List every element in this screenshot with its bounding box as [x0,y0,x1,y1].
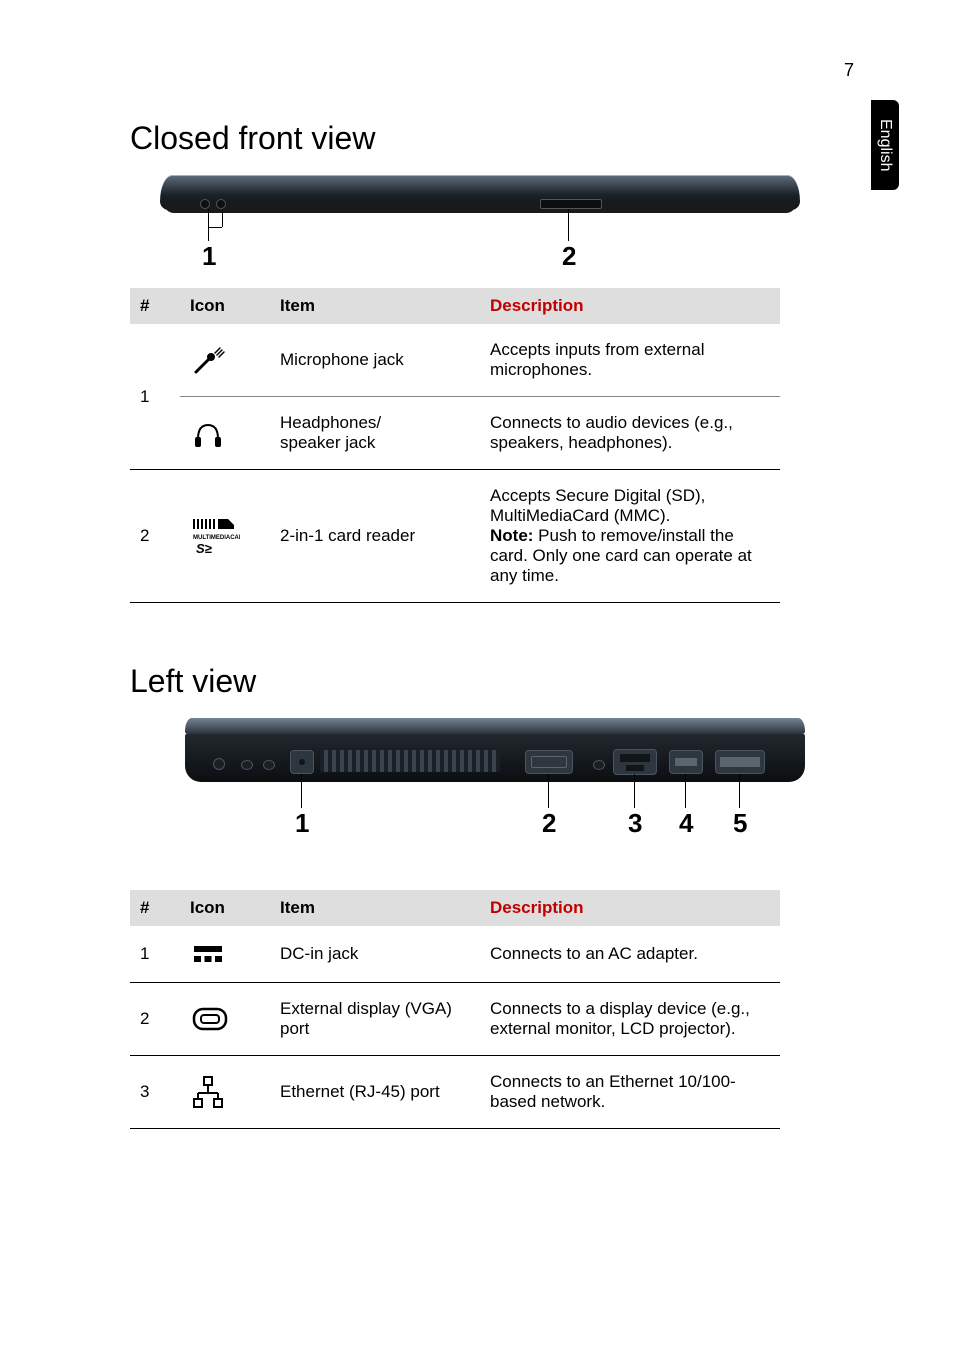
col-num: # [130,890,180,926]
col-num: # [130,288,180,324]
table-row: Headphones/ speaker jack Connects to aud… [130,397,780,470]
row-item: Headphones/ speaker jack [270,397,480,470]
language-tab: English [871,100,899,190]
row-item: External display (VGA) port [270,983,480,1056]
left-callout-2: 2 [542,808,556,839]
table-row: 1 Microphone jack Accepts inputs from ex… [130,324,780,397]
table-row: 1 DC-in jack Connects to an AC adapter. [130,926,780,983]
left-callout-1: 1 [295,808,309,839]
row-num: 3 [130,1056,180,1129]
desc-text: Accepts Secure Digital (SD), MultiMediaC… [490,486,705,525]
front-view-table: # Icon Item Description 1 Microphone jac… [130,288,780,603]
card-reader-icon: MULTIMEDIACARD S≥ [180,470,270,603]
front-callout-2: 2 [562,241,576,272]
row-desc: Accepts inputs from external microphones… [480,324,780,397]
row-num: 1 [130,926,180,983]
table-row: 3 Ethernet (RJ-45) port Connects to an E… [130,1056,780,1129]
row-num: 2 [130,983,180,1056]
row-desc: Accepts Secure Digital (SD), MultiMediaC… [480,470,780,603]
row-desc: Connects to an Ethernet 10/100-based net… [480,1056,780,1129]
microphone-icon [180,324,270,397]
col-icon: Icon [180,890,270,926]
table-header-row: # Icon Item Description [130,890,780,926]
table-row: 2 MULTIMEDIACARD S≥ 2-in-1 card reader A… [130,470,780,603]
row-desc: Connects to audio devices (e.g., speaker… [480,397,780,470]
desc-note-label: Note: [490,526,533,545]
front-view-figure: 1 2 [130,175,864,270]
section-title-front: Closed front view [130,120,864,157]
left-view-table: # Icon Item Description 1 DC-in jack Con… [130,890,780,1129]
svg-text:S≥: S≥ [196,541,213,556]
left-callout-5: 5 [733,808,747,839]
laptop-front-illustration: 1 2 [160,175,800,230]
front-callout-1: 1 [202,241,216,272]
vga-icon [180,983,270,1056]
row-item: Ethernet (RJ-45) port [270,1056,480,1129]
page: 7 English Closed front view 1 2 # Icon I… [0,0,954,1369]
row-num: 2 [130,470,180,603]
col-item: Item [270,288,480,324]
row-item: 2-in-1 card reader [270,470,480,603]
table-row: 2 External display (VGA) port Connects t… [130,983,780,1056]
col-item: Item [270,890,480,926]
left-callout-4: 4 [679,808,693,839]
headphones-icon [180,397,270,470]
dc-in-icon [180,926,270,983]
ethernet-icon [180,1056,270,1129]
section-title-left: Left view [130,663,864,700]
left-view-figure: 1 2 3 4 5 [130,718,864,872]
left-callout-3: 3 [628,808,642,839]
page-number: 7 [844,60,854,81]
row-num: 1 [130,324,180,470]
table-header-row: # Icon Item Description [130,288,780,324]
row-desc: Connects to a display device (e.g., exte… [480,983,780,1056]
col-icon: Icon [180,288,270,324]
col-desc: Description [480,890,780,926]
row-item: DC-in jack [270,926,480,983]
col-desc: Description [480,288,780,324]
laptop-left-illustration: 1 2 3 4 5 [185,718,805,828]
row-desc: Connects to an AC adapter. [480,926,780,983]
row-item: Microphone jack [270,324,480,397]
